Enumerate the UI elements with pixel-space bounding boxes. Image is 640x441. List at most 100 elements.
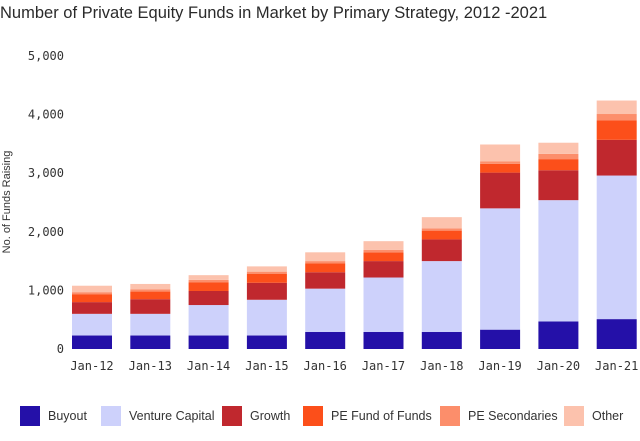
legend-item-pe-secondaries: PE Secondaries <box>440 402 558 430</box>
bar-segment-other-jan-21 <box>596 100 637 115</box>
bar-segment-growth-jan-21 <box>596 139 637 176</box>
bar-segment-pe-secondaries-jan-12 <box>72 292 112 295</box>
x-tick-label: Jan-21 <box>595 359 638 373</box>
bar-segment-pe-fund-of-funds-jan-19 <box>480 163 521 173</box>
bar-segment-venture-capital-jan-16 <box>305 288 346 333</box>
bar-segment-pe-secondaries-jan-18 <box>421 228 462 231</box>
legend-swatch <box>222 406 242 426</box>
bar-segment-other-jan-18 <box>421 217 462 229</box>
legend-item-pe-fund-of-funds: PE Fund of Funds <box>303 402 432 430</box>
bar-segment-venture-capital-jan-12 <box>72 313 112 336</box>
stacked-bar-chart: 0 1,000 2,000 3,000 4,000 5,000 No. of Funds … <box>1 49 638 373</box>
bar-segment-growth-jan-12 <box>72 302 112 314</box>
legend-label: Venture Capital <box>129 409 215 423</box>
y-axis-ticks: 0 1,000 2,000 3,000 4,000 5,000 <box>28 49 64 356</box>
bar-segment-other-jan-16 <box>305 252 346 262</box>
bar-segment-pe-fund-of-funds-jan-13 <box>130 291 171 300</box>
bar-segment-buyout-jan-21 <box>596 319 637 349</box>
bar-segment-buyout-jan-16 <box>305 332 346 349</box>
bar-segment-pe-secondaries-jan-16 <box>305 261 346 264</box>
bar-segment-pe-secondaries-jan-15 <box>246 271 287 274</box>
legend-label: PE Secondaries <box>468 409 558 423</box>
x-axis-ticks: Jan-12 Jan-13 Jan-14 Jan-15 Jan-16 Jan-17 Jan-… <box>70 359 638 373</box>
y-tick-label: 1,000 <box>28 283 64 297</box>
y-tick-label: 3,000 <box>28 166 64 180</box>
bar-segment-growth-jan-20 <box>538 170 579 201</box>
bar-segment-pe-fund-of-funds-jan-16 <box>305 263 346 273</box>
bar-segment-buyout-jan-14 <box>188 335 229 349</box>
bar-segment-buyout-jan-20 <box>538 321 579 349</box>
bar-segment-pe-secondaries-jan-14 <box>188 279 229 283</box>
bar-segment-growth-jan-17 <box>363 261 404 278</box>
bar-segment-growth-jan-15 <box>246 282 287 300</box>
x-tick-label: Jan-20 <box>537 359 580 373</box>
bar-segment-venture-capital-jan-13 <box>130 313 171 336</box>
bar-segment-venture-capital-jan-18 <box>421 261 462 333</box>
y-axis-label: No. of Funds Raising <box>1 151 13 254</box>
bar-segment-pe-fund-of-funds-jan-18 <box>421 230 462 240</box>
legend-item-venture-capital: Venture Capital <box>101 402 214 430</box>
bar-segment-pe-fund-of-funds-jan-12 <box>72 294 112 303</box>
bar-segment-growth-jan-19 <box>480 172 521 209</box>
y-tick-label: 5,000 <box>28 49 64 63</box>
bar-segment-pe-secondaries-jan-19 <box>480 161 521 164</box>
x-tick-label: Jan-19 <box>478 359 521 373</box>
bars <box>72 100 637 349</box>
legend-label: Buyout <box>48 409 87 423</box>
bar-segment-other-jan-12 <box>72 285 112 293</box>
legend-swatch <box>564 406 584 426</box>
x-tick-label: Jan-13 <box>129 359 172 373</box>
bar-segment-other-jan-15 <box>246 266 287 272</box>
bar-segment-pe-fund-of-funds-jan-15 <box>246 273 287 283</box>
bar-segment-pe-fund-of-funds-jan-21 <box>596 120 637 140</box>
bar-segment-pe-fund-of-funds-jan-20 <box>538 159 579 171</box>
bar-segment-pe-secondaries-jan-13 <box>130 289 171 292</box>
legend-label: Other <box>592 409 624 423</box>
y-tick-label: 4,000 <box>28 108 64 122</box>
bar-segment-growth-jan-16 <box>305 272 346 289</box>
bar-segment-other-jan-17 <box>363 241 404 250</box>
bar-segment-pe-secondaries-jan-20 <box>538 153 579 160</box>
bar-segment-venture-capital-jan-17 <box>363 277 404 333</box>
bar-segment-venture-capital-jan-21 <box>596 175 637 320</box>
bar-segment-growth-jan-14 <box>188 290 229 306</box>
bar-segment-buyout-jan-12 <box>72 335 112 349</box>
legend-item-other: Other <box>564 402 623 430</box>
x-tick-label: Jan-14 <box>187 359 230 373</box>
y-tick-label: 2,000 <box>28 225 64 239</box>
bar-segment-buyout-jan-18 <box>421 332 462 349</box>
chart-title: Number of Private Equity Funds in Market… <box>0 4 548 22</box>
x-tick-label: Jan-15 <box>245 359 288 373</box>
bar-segment-venture-capital-jan-20 <box>538 200 579 322</box>
legend-swatch <box>20 406 40 426</box>
bar-segment-growth-jan-13 <box>130 299 171 314</box>
bar-segment-other-jan-13 <box>130 283 171 290</box>
bar-segment-pe-secondaries-jan-21 <box>596 114 637 121</box>
bar-segment-pe-fund-of-funds-jan-14 <box>188 282 229 291</box>
bar-segment-buyout-jan-13 <box>130 335 171 349</box>
legend-swatch <box>440 406 460 426</box>
x-tick-label: Jan-16 <box>304 359 347 373</box>
legend-swatch <box>101 406 121 426</box>
bar-segment-other-jan-19 <box>480 144 521 162</box>
bar-segment-buyout-jan-17 <box>363 332 404 349</box>
bar-segment-buyout-jan-15 <box>246 335 287 349</box>
x-tick-label: Jan-17 <box>362 359 405 373</box>
bar-segment-pe-fund-of-funds-jan-17 <box>363 252 404 262</box>
legend: Buyout Venture Capital Growth PE Fund of Fu… <box>0 402 640 430</box>
bar-segment-pe-secondaries-jan-17 <box>363 249 404 253</box>
bar-segment-growth-jan-18 <box>421 239 462 262</box>
y-tick-label: 0 <box>57 342 64 356</box>
legend-item-buyout: Buyout <box>20 402 87 430</box>
bar-segment-other-jan-20 <box>538 142 579 154</box>
bar-segment-buyout-jan-19 <box>480 329 521 349</box>
x-tick-label: Jan-12 <box>70 359 113 373</box>
legend-label: PE Fund of Funds <box>331 409 432 423</box>
x-tick-label: Jan-18 <box>420 359 463 373</box>
bar-segment-other-jan-14 <box>188 275 229 280</box>
bar-segment-venture-capital-jan-19 <box>480 208 521 330</box>
legend-item-growth: Growth <box>222 402 290 430</box>
legend-swatch <box>303 406 323 426</box>
bar-segment-venture-capital-jan-14 <box>188 305 229 336</box>
bar-segment-venture-capital-jan-15 <box>246 299 287 336</box>
